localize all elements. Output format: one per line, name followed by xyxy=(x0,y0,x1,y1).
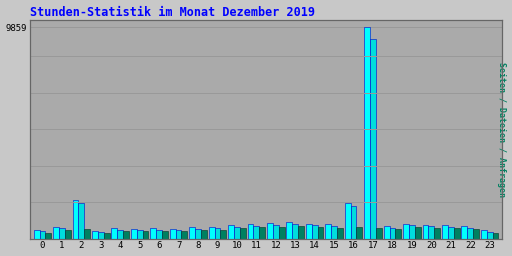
Bar xyxy=(123,231,129,239)
Bar xyxy=(395,229,401,239)
Bar xyxy=(454,228,459,239)
Bar xyxy=(461,226,467,239)
Bar xyxy=(364,27,370,239)
Bar xyxy=(473,229,479,239)
Bar xyxy=(442,225,448,239)
Bar xyxy=(228,225,234,239)
Bar xyxy=(215,228,220,239)
Bar xyxy=(65,230,71,239)
Bar xyxy=(220,230,226,239)
Bar xyxy=(143,231,148,239)
Bar xyxy=(34,230,39,239)
Bar xyxy=(240,228,246,239)
Bar xyxy=(467,228,473,239)
Bar xyxy=(298,226,304,239)
Bar xyxy=(84,229,90,239)
Bar xyxy=(403,224,409,239)
Bar xyxy=(176,230,181,239)
Bar xyxy=(209,227,215,239)
Bar xyxy=(234,227,240,239)
Bar xyxy=(170,229,176,239)
Bar xyxy=(306,224,312,239)
Bar xyxy=(201,230,207,239)
Bar xyxy=(415,227,421,239)
Bar xyxy=(267,223,273,239)
Bar xyxy=(345,203,351,239)
Text: Stunden-Statistik im Monat Dezember 2019: Stunden-Statistik im Monat Dezember 2019 xyxy=(30,6,315,18)
Bar xyxy=(248,224,253,239)
Bar xyxy=(422,225,429,239)
Bar xyxy=(259,227,265,239)
Bar xyxy=(78,203,84,239)
Bar xyxy=(429,226,434,239)
Bar xyxy=(409,225,415,239)
Bar xyxy=(189,227,195,239)
Bar xyxy=(390,228,395,239)
Bar xyxy=(39,231,46,239)
Bar xyxy=(279,227,285,239)
Bar xyxy=(481,230,487,239)
Bar xyxy=(162,231,168,239)
Bar xyxy=(317,227,324,239)
Bar xyxy=(253,226,259,239)
Bar xyxy=(325,225,331,239)
Bar xyxy=(383,226,390,239)
Bar xyxy=(356,227,362,239)
Y-axis label: Seiten / Dateien / Anfragen: Seiten / Dateien / Anfragen xyxy=(498,62,506,197)
Bar xyxy=(376,228,382,239)
Bar xyxy=(156,230,162,239)
Bar xyxy=(151,228,156,239)
Bar xyxy=(434,228,440,239)
Bar xyxy=(273,225,279,239)
Bar xyxy=(493,233,498,239)
Bar xyxy=(46,233,51,239)
Bar xyxy=(370,39,376,239)
Bar xyxy=(331,226,337,239)
Bar xyxy=(292,224,298,239)
Bar xyxy=(195,229,201,239)
Bar xyxy=(181,231,187,239)
Bar xyxy=(59,228,65,239)
Bar xyxy=(98,232,104,239)
Bar xyxy=(312,225,317,239)
Bar xyxy=(117,230,123,239)
Bar xyxy=(131,229,137,239)
Bar xyxy=(337,228,343,239)
Bar xyxy=(287,222,292,239)
Bar xyxy=(448,227,454,239)
Bar xyxy=(92,231,98,239)
Bar xyxy=(137,230,143,239)
Bar xyxy=(73,200,78,239)
Bar xyxy=(104,233,110,239)
Bar xyxy=(112,228,117,239)
Bar xyxy=(351,206,356,239)
Bar xyxy=(53,227,59,239)
Bar xyxy=(487,232,493,239)
